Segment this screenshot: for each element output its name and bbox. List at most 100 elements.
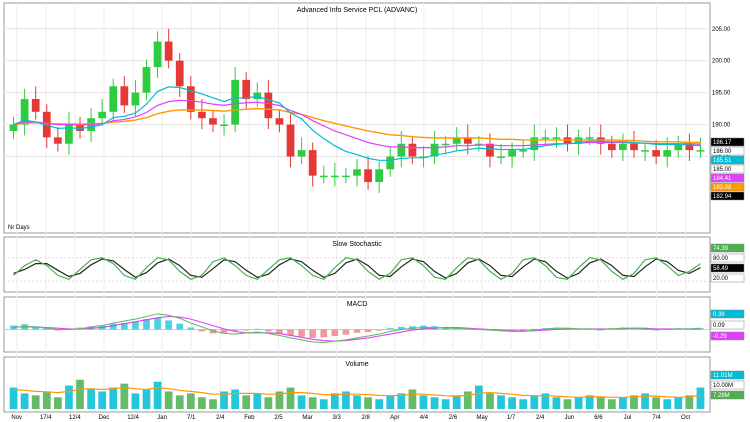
price-flag-bg: [710, 182, 745, 192]
volume-bar: [497, 395, 505, 409]
macd-flag: 0.09: [713, 323, 725, 329]
volume-bar: [386, 395, 395, 409]
macd-flag-bg: [710, 331, 745, 341]
volume-bar: [42, 391, 51, 409]
x-tick-label: Apr: [390, 415, 399, 421]
candle-body: [430, 143, 439, 157]
moving-average-long: [13, 107, 701, 144]
price-y-tick: 205.00: [712, 27, 731, 33]
volume-bar: [685, 395, 694, 409]
macd-title: MACD: [347, 301, 368, 308]
price-flag-bg: [710, 146, 745, 156]
candle-body: [131, 92, 140, 106]
candle-body: [441, 143, 450, 146]
candle-body: [275, 118, 284, 125]
candle-body: [674, 143, 683, 151]
label-layer: Nov 17/4 12/4 Dec 12/4 Jan 7/1 2/4 Feb 2/5 Mar 3/3 2…: [11, 27, 745, 421]
volume-bar: [297, 395, 306, 409]
macd-histogram-bar: [231, 329, 239, 331]
volume-bar: [231, 389, 240, 409]
volume-flag-bg: [710, 380, 745, 390]
macd-histogram-bar: [375, 329, 383, 331]
candle-body: [231, 79, 240, 125]
macd-flag-bg: [710, 309, 745, 319]
macd-histogram-bar: [265, 329, 272, 332]
macd-histogram-bar: [176, 323, 184, 330]
volume-bar: [607, 399, 616, 409]
volume-bar: [275, 391, 284, 409]
volume-bar: [452, 395, 461, 409]
volume-bar: [463, 391, 472, 409]
volume-bar: [641, 393, 649, 409]
macd-histogram-bar: [132, 321, 139, 330]
price-flag-bg: [710, 164, 745, 174]
volume-bar: [408, 389, 417, 409]
volume-bar: [131, 393, 140, 409]
macd-histogram-bar: [342, 329, 350, 335]
macd-histogram-bar: [630, 328, 638, 330]
candle-body: [319, 175, 328, 178]
x-tick-label: Feb: [244, 415, 255, 421]
candle-body: [330, 175, 339, 178]
macd-histogram-bar: [253, 328, 261, 330]
macd-histogram-bar: [121, 323, 128, 330]
candle-body: [641, 150, 649, 152]
stochastic-flag-bg: [710, 273, 745, 283]
stochastic-flag: 58.49: [713, 266, 729, 272]
macd-histogram-bar: [309, 329, 317, 338]
volume-bar: [486, 393, 494, 409]
x-tick-label: 6/6: [594, 415, 603, 421]
price-flag: 185.00: [713, 167, 732, 173]
chart-title: Advanced Info Service PCL (ADVANC): [297, 7, 418, 14]
candle-body: [486, 143, 494, 157]
x-tick-label: 4/4: [420, 415, 429, 421]
candle-body: [386, 156, 395, 170]
x-tick-label: 3/3: [332, 415, 341, 421]
macd-histogram-bar: [109, 323, 117, 330]
volume-flag: 11.01M: [713, 373, 733, 379]
price-flag-bg: [710, 137, 745, 147]
candle-body: [308, 150, 317, 176]
price-panel-frame: [3, 2, 711, 234]
candle-body: [607, 143, 616, 151]
x-tick-label: Nov: [11, 415, 22, 421]
macd-histogram-bar: [242, 329, 250, 331]
volume-bar: [286, 387, 295, 409]
volume-bar: [175, 395, 184, 409]
macd-histogram-bar: [353, 329, 361, 333]
candle-body: [364, 169, 372, 183]
volume-bar: [519, 399, 528, 409]
volume-bar: [20, 393, 29, 409]
volume-bar: [220, 391, 228, 409]
macd-histogram-bar: [198, 329, 206, 332]
volume-bar: [209, 399, 217, 409]
x-tick-label: 2/4: [216, 415, 225, 421]
volume-bar: [574, 397, 583, 409]
volume-bar: [441, 399, 450, 409]
volume-bar: [375, 399, 384, 409]
stochastic-title: Slow Stochastic: [332, 241, 382, 248]
macd-histogram-bar: [386, 328, 394, 330]
volume-bar: [65, 385, 73, 409]
price-flag: 185.51: [713, 158, 732, 164]
volume-bar: [596, 397, 605, 409]
volume-bar: [674, 397, 683, 409]
macd-histogram-bar: [143, 319, 150, 330]
volume-flag: 7.28M: [713, 393, 730, 399]
x-tick-label: 7/1: [187, 415, 196, 421]
volume-bar: [663, 399, 672, 409]
price-flag: 186.17: [713, 140, 732, 146]
macd-histogram-bar: [298, 329, 305, 337]
stochastic-d-line: [13, 258, 701, 279]
x-tick-label: Mar: [302, 415, 312, 421]
x-tick-label: 2/4: [536, 415, 545, 421]
candle-body: [541, 137, 550, 139]
candle-body: [519, 150, 528, 152]
x-tick-label: 1/7: [507, 415, 516, 421]
volume-bar: [319, 399, 328, 409]
candle-body: [31, 99, 40, 112]
candle-body: [585, 137, 594, 139]
candle-body: [375, 169, 384, 183]
macd-histogram-bar: [287, 329, 294, 336]
